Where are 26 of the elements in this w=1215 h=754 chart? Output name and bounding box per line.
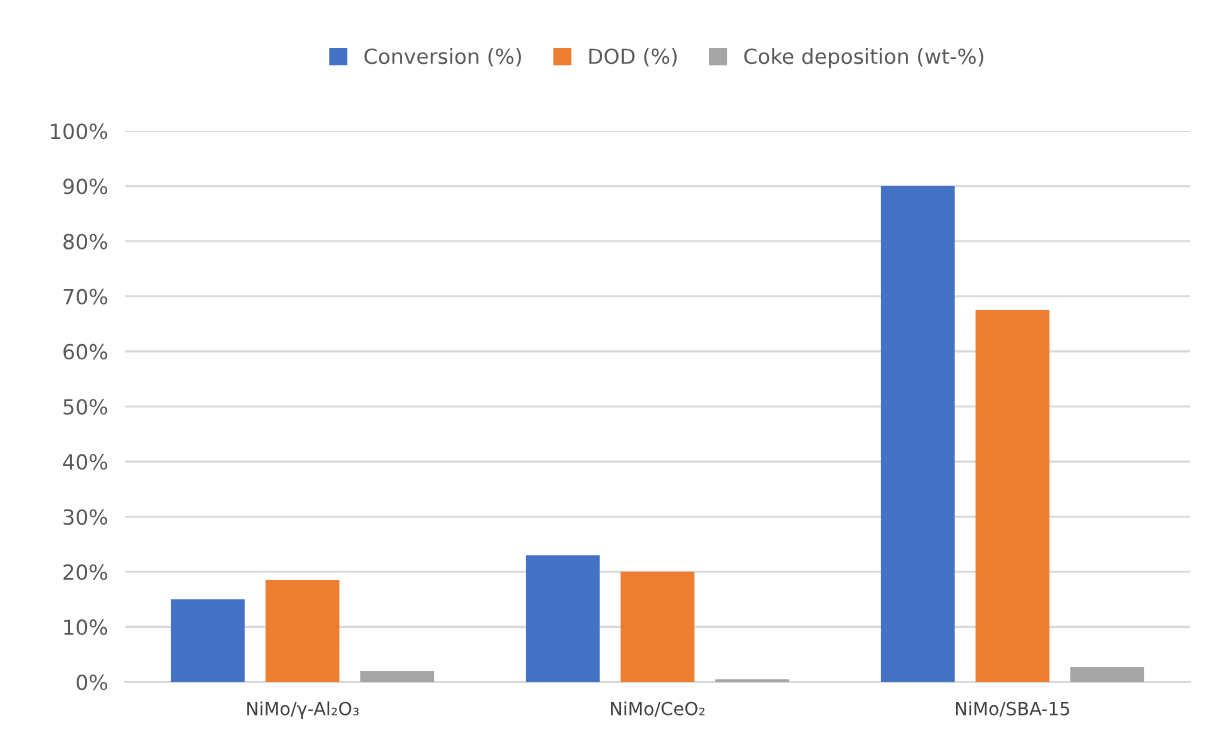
x-tick-label: NiMo/γ-Al₂O₃ (247, 701, 359, 719)
y-tick-label: 0% (76, 674, 108, 691)
legend-label: DOD (%) (589, 48, 677, 67)
bar (1070, 667, 1145, 682)
bar (265, 580, 340, 682)
bar (525, 555, 600, 682)
legend-label: Conversion (%) (364, 48, 521, 67)
y-tick-label: 30% (63, 509, 108, 525)
bar (975, 310, 1050, 682)
x-tick-label: NiMo/SBA-15 (956, 701, 1070, 717)
y-tick-label: 80% (63, 233, 108, 250)
y-tick-label: 60% (63, 343, 108, 360)
y-tick-label: 40% (63, 454, 108, 470)
bar (715, 679, 790, 682)
y-tick-label: 100% (51, 123, 108, 140)
y-tick-label: 90% (63, 178, 108, 195)
legend-label: Coke deposition (wt-%) (744, 48, 984, 69)
bar (170, 599, 245, 682)
y-tick-label: 10% (64, 619, 108, 636)
bar (880, 186, 955, 682)
bar (360, 670, 435, 682)
y-tick-label: 50% (63, 398, 108, 415)
y-tick-label: 70% (63, 288, 108, 305)
x-tick-label: NiMo/CeO₂ (611, 701, 705, 717)
bar (620, 571, 695, 682)
y-tick-label: 20% (63, 564, 108, 581)
